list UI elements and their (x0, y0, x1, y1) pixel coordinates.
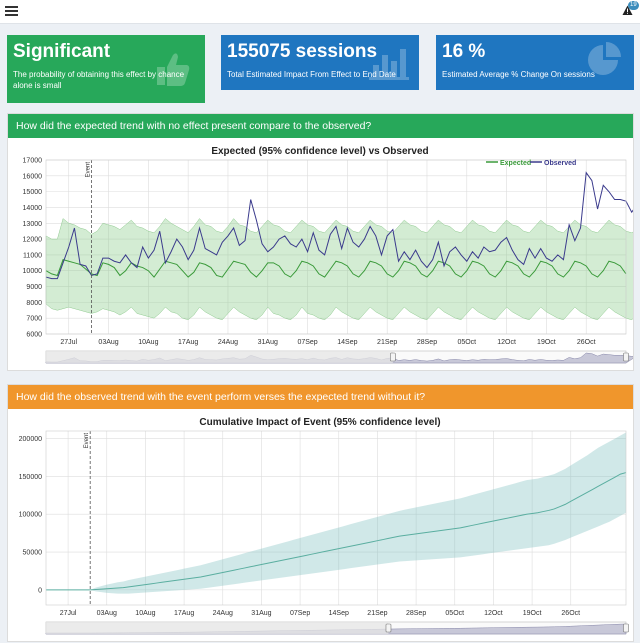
legend-expected: Expected (500, 160, 531, 167)
event-marker-label: Event (84, 433, 90, 449)
x-tick-label: 31Aug (258, 339, 278, 346)
range-unselected (46, 622, 389, 634)
confidence-band (46, 432, 626, 594)
total-impact-box: 155075 sessions Total Estimated Impact F… (221, 35, 419, 90)
y-tick-label: 200000 (19, 436, 42, 443)
y-tick-label: 7000 (26, 316, 42, 323)
box-subtitle: Estimated Average % Change On sessions (442, 70, 595, 79)
x-tick-label: 05Oct (457, 339, 476, 346)
box-subtitle: Total Estimated Impact From Effect to En… (227, 70, 396, 79)
box-subtitle: The probability of obtaining this effect… (13, 70, 185, 90)
y-tick-label: 6000 (26, 332, 42, 339)
x-tick-label: 05Oct (445, 610, 464, 617)
y-tick-label: 11000 (23, 252, 42, 259)
x-tick-label: 07Sep (290, 610, 310, 617)
y-tick-label: 17000 (23, 158, 43, 165)
y-tick-label: 10000 (23, 268, 43, 275)
y-tick-label: 16000 (23, 173, 43, 180)
confidence-band (45, 218, 633, 321)
x-tick-label: 24Aug (213, 610, 233, 617)
box-title: 155075 sessions (227, 41, 378, 62)
expected-vs-observed-chart: Expected (95% confidence level) vs Obser… (23, 146, 633, 364)
x-tick-label: 27Jul (60, 610, 77, 617)
event-marker-label: Event (85, 162, 91, 178)
bar-chart-icon (369, 49, 409, 80)
y-tick-label: 13000 (23, 221, 43, 228)
x-tick-label: 14Sep (337, 339, 357, 346)
x-tick-label: 21Sep (367, 610, 387, 617)
x-tick-label: 17Aug (174, 610, 194, 617)
panel-header: How did the observed trend with the even… (8, 385, 633, 409)
x-tick-label: 03Aug (97, 610, 117, 617)
x-tick-label: 10Aug (138, 339, 158, 346)
x-tick-label: 28Sep (406, 610, 426, 617)
series-line-1 (45, 171, 633, 280)
range-handle-right[interactable] (623, 623, 629, 633)
plot-frame (45, 430, 627, 606)
range-handle-left[interactable] (390, 352, 396, 362)
pie-chart-icon (588, 42, 621, 75)
range-selector[interactable] (45, 350, 633, 364)
y-tick-label: 8000 (26, 300, 42, 307)
range-unselected (46, 351, 393, 363)
y-tick-label: 9000 (26, 284, 42, 291)
cumulative-impact-panel: How did the observed trend with the even… (7, 384, 634, 642)
x-tick-label: 17Aug (178, 339, 198, 346)
series-line-0 (45, 259, 627, 278)
y-tick-label: 14000 (23, 205, 43, 212)
warning-icon[interactable] (622, 5, 633, 16)
y-tick-label: 0 (38, 587, 42, 594)
expected-vs-observed-panel: How did the expected trend with no effec… (7, 113, 634, 371)
series-line-0 (46, 472, 627, 591)
range-handle-left[interactable] (385, 623, 392, 633)
y-tick-label: 15000 (23, 189, 43, 196)
x-tick-label: 03Aug (98, 339, 118, 346)
x-tick-label: 12Oct (484, 610, 503, 617)
x-tick-label: 12Oct (497, 339, 516, 346)
significance-box: Significant The probability of obtaining… (7, 35, 205, 103)
x-tick-label: 19Oct (523, 610, 542, 617)
top-navbar: 19 (0, 0, 640, 24)
x-tick-label: 26Oct (577, 339, 596, 346)
percent-change-box: 16 % Estimated Average % Change On sessi… (436, 35, 634, 90)
plot-frame (45, 159, 627, 335)
range-handle-right[interactable] (623, 352, 629, 362)
box-title: 16 % (442, 41, 486, 62)
x-tick-label: 28Sep (417, 339, 437, 346)
y-tick-label: 12000 (23, 237, 43, 244)
x-tick-label: 26Oct (561, 610, 580, 617)
chart-title: Cumulative Impact of Event (95% confiden… (199, 417, 440, 428)
chart-title: Expected (95% confidence level) vs Obser… (211, 146, 428, 157)
chart-legend: Expected Observed (486, 160, 576, 167)
hamburger-menu-icon[interactable] (5, 6, 18, 17)
legend-observed: Observed (544, 160, 576, 167)
y-tick-label: 150000 (19, 474, 42, 481)
range-selector[interactable] (45, 621, 629, 635)
box-title: Significant (13, 41, 111, 62)
x-tick-label: 07Sep (297, 339, 317, 346)
y-tick-label: 100000 (19, 512, 42, 519)
x-tick-label: 31Aug (251, 610, 271, 617)
x-tick-label: 21Sep (377, 339, 397, 346)
x-tick-label: 14Sep (329, 610, 349, 617)
x-tick-label: 10Aug (135, 610, 155, 617)
notification-badge: 19 (628, 1, 639, 10)
cumulative-impact-chart: Cumulative Impact of Event (95% confiden… (19, 417, 629, 635)
panel-header: How did the expected trend with no effec… (8, 114, 633, 138)
x-tick-label: 19Oct (537, 339, 556, 346)
y-tick-label: 50000 (23, 550, 43, 557)
thumbs-up-icon (157, 53, 190, 86)
x-tick-label: 24Aug (218, 339, 238, 346)
x-tick-label: 27Jul (60, 339, 77, 346)
